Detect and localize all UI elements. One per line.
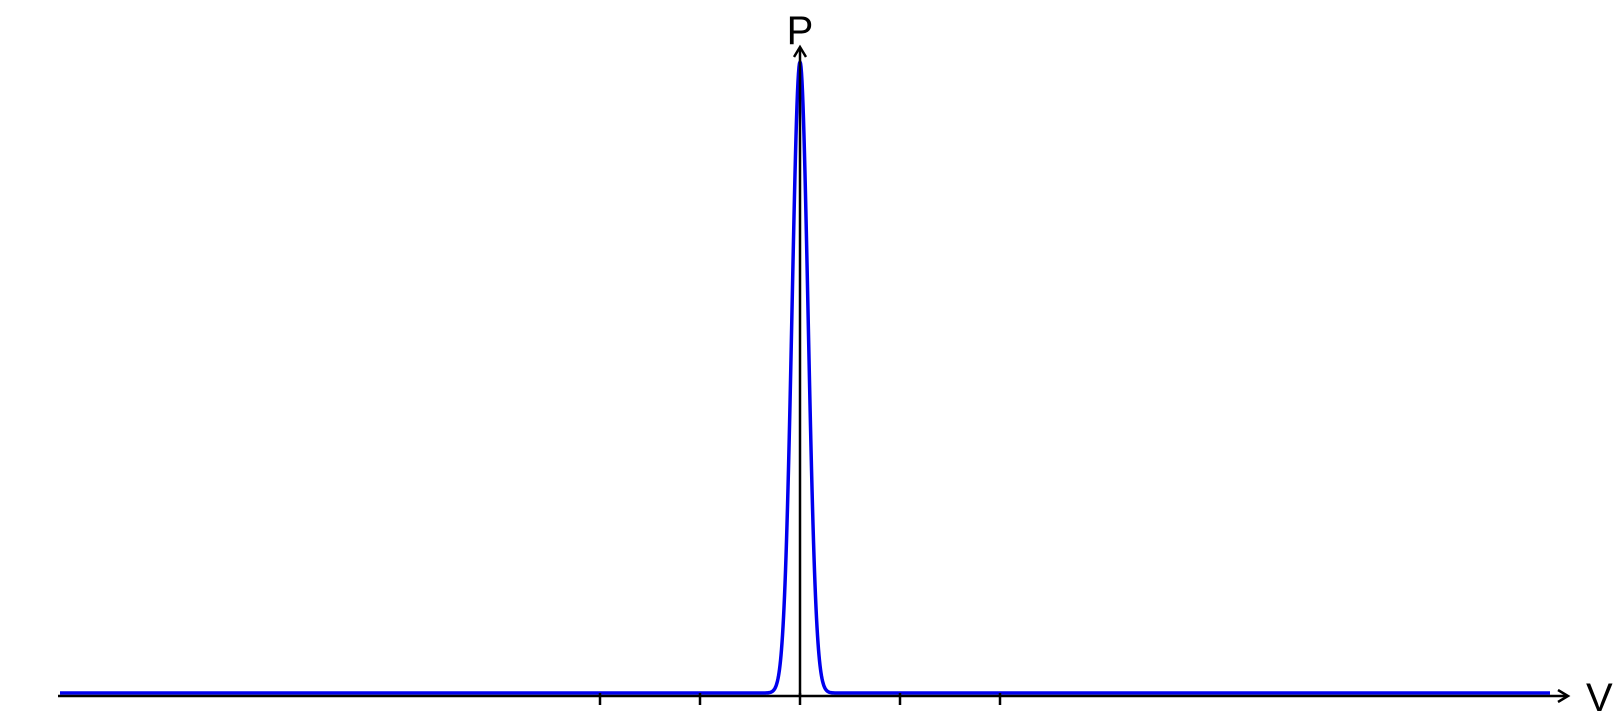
x-tick-marks bbox=[598, 693, 1002, 705]
y-axis-label: P bbox=[787, 9, 814, 53]
x-axis-label: V bbox=[1586, 676, 1613, 720]
curve-layer bbox=[58, 60, 1552, 695]
series-curve-0 bbox=[58, 60, 1552, 695]
